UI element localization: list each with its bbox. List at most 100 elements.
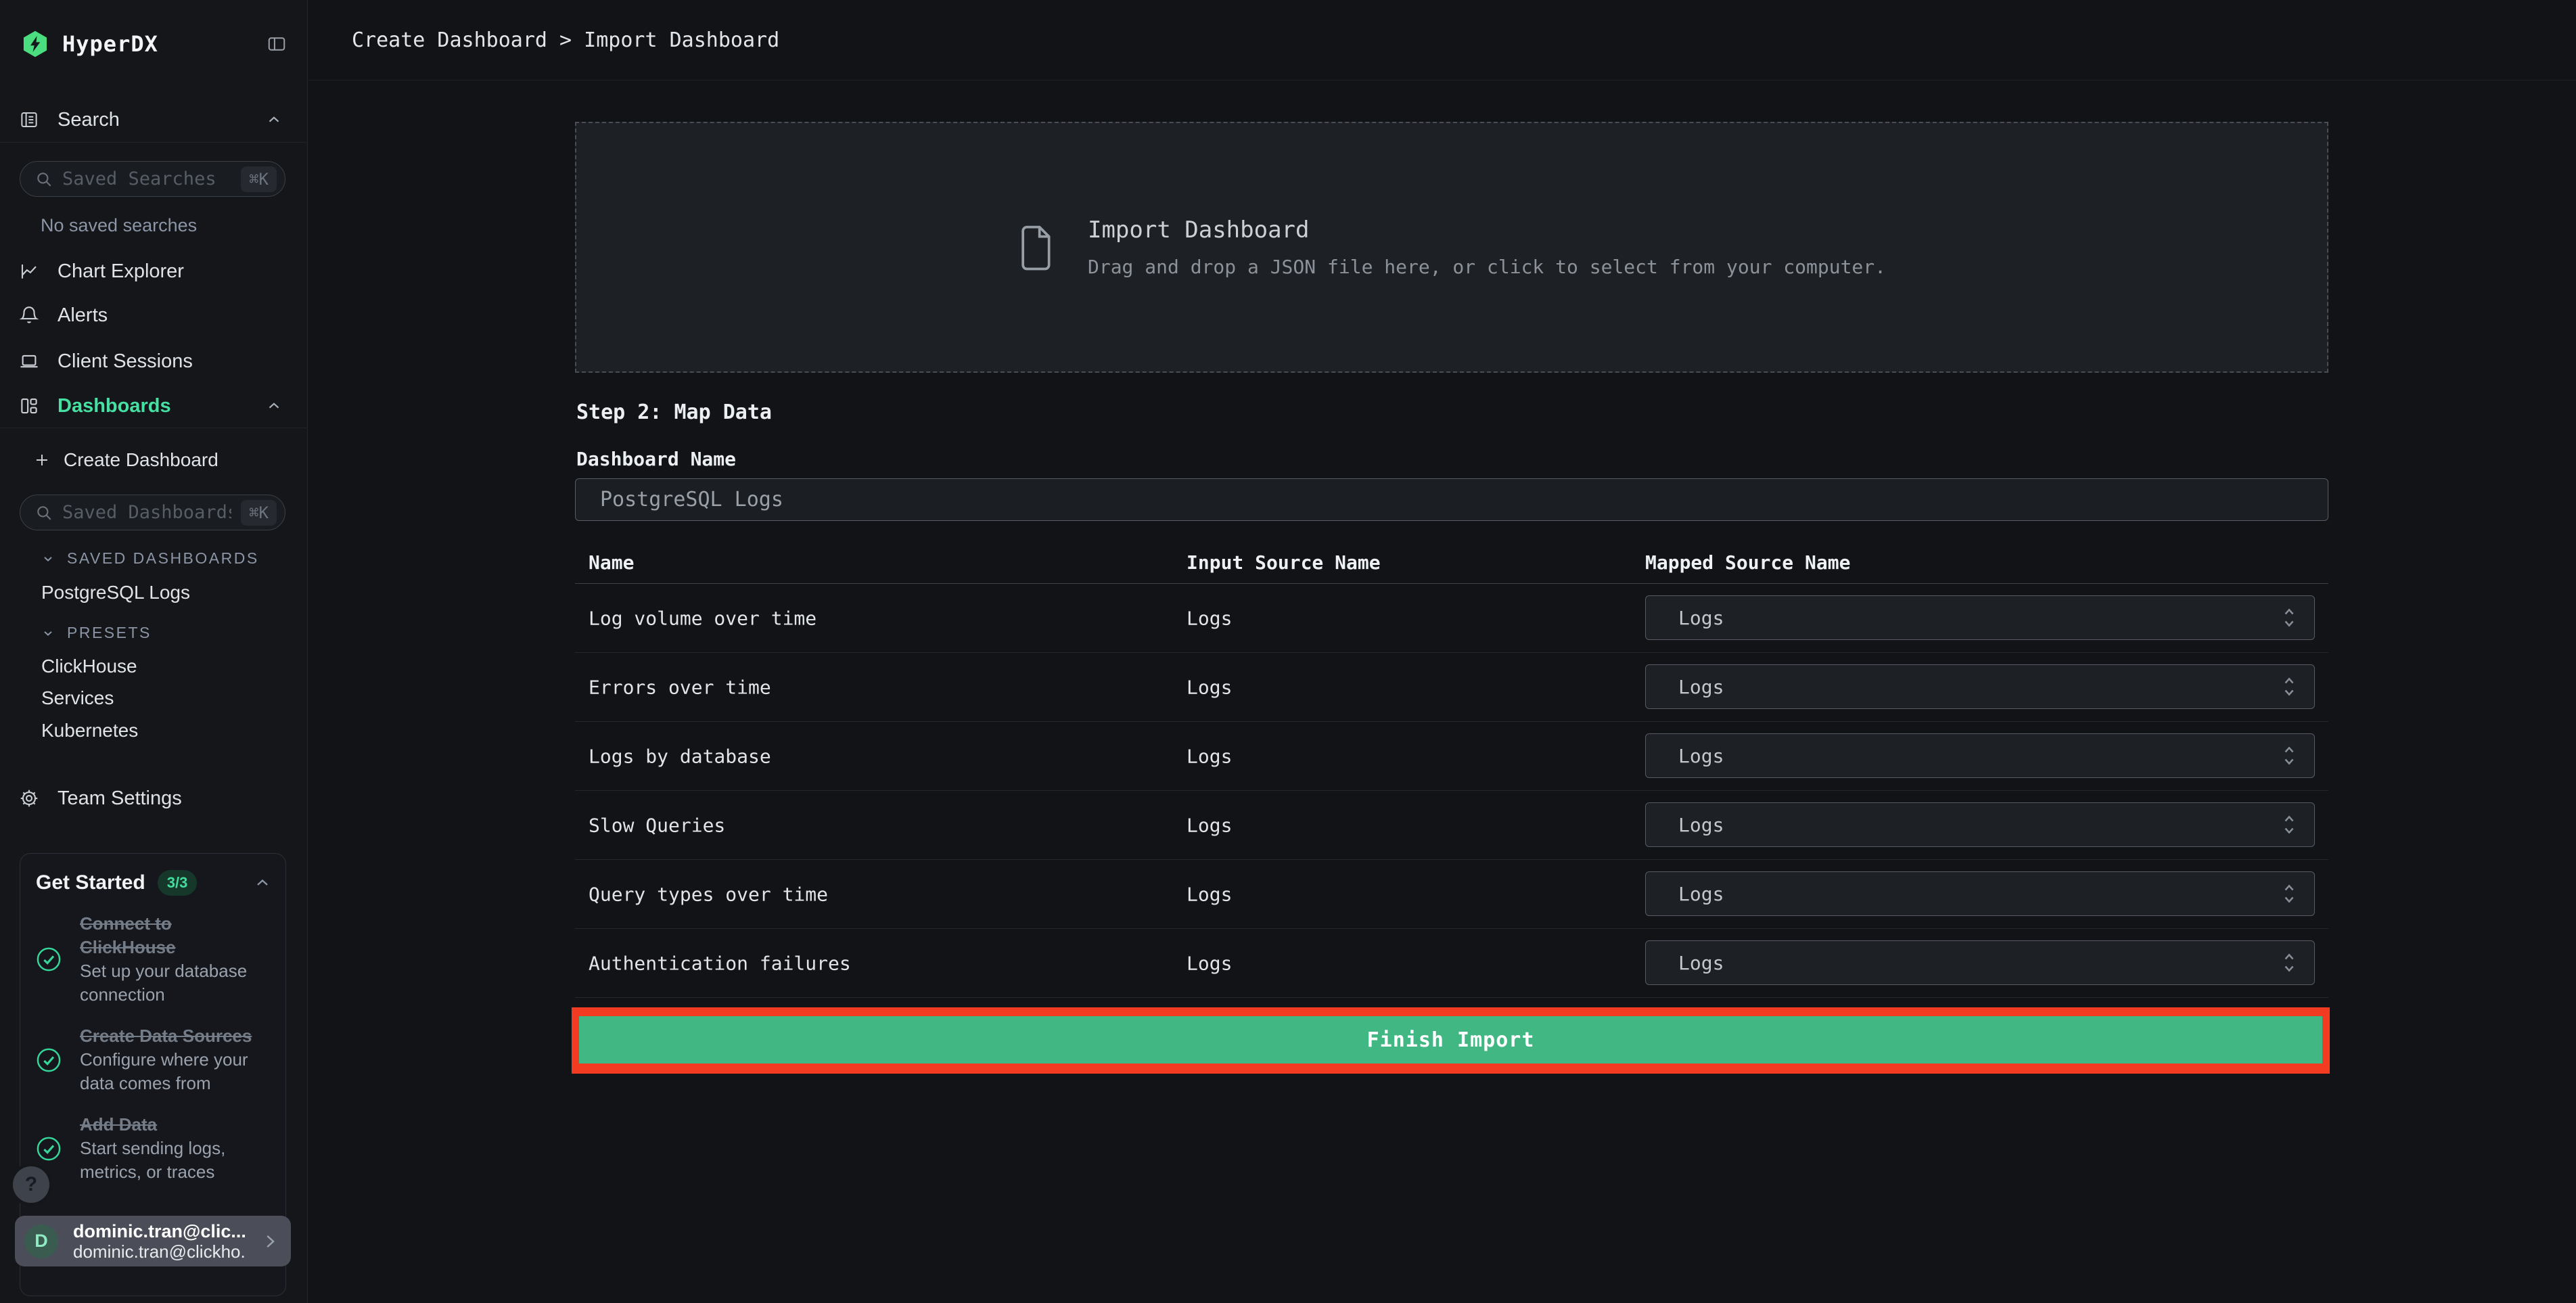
mapped-source-select[interactable]: Logs [1645,595,2315,640]
select-chevrons-icon [2282,882,2297,906]
sidebar-item-alerts[interactable]: Alerts [19,302,283,329]
column-header-mapped-source: Mapped Source Name [1645,551,1851,574]
task-description: Set up your database connection [80,961,248,1005]
sidebar-item-chart-explorer[interactable]: Chart Explorer [19,258,283,285]
main-area: Create Dashboard > Import Dashboard Impo… [308,0,2576,1303]
mapped-source-select[interactable]: Logs [1645,664,2315,709]
sidebar-item-client-sessions[interactable]: Client Sessions [19,348,283,375]
check-circle-icon [34,1135,63,1163]
app-title: HyperDX [62,31,158,57]
bell-icon [19,305,39,325]
user-account-button[interactable]: D dominic.tran@clic... dominic.tran@clic… [15,1216,291,1266]
row-input-source: Logs [1187,814,1233,836]
saved-dashboards-input[interactable] [62,502,232,523]
chevron-down-icon [41,626,55,640]
sidebar-item-label: Dashboards [58,394,171,417]
table-row: Log volume over time Logs Logs [575,584,2328,653]
saved-searches-search[interactable]: ⌘K [20,161,285,197]
mapped-source-select[interactable]: Logs [1645,940,2315,985]
sidebar-item-team-settings[interactable]: Team Settings [19,785,283,812]
sidebar: HyperDX Search [0,0,308,1303]
section-presets[interactable]: PRESETS [41,624,152,642]
chevron-down-icon [41,552,55,566]
finish-import-button[interactable]: Finish Import [579,1016,2322,1064]
sidebar-item-label: Team Settings [58,787,182,809]
preset-item-kubernetes[interactable]: Kubernetes [41,720,139,741]
user-display-name: dominic.tran@clic... [73,1221,245,1241]
sidebar-item-label: Search [58,108,120,131]
column-header-input-source: Input Source Name [1187,551,1381,574]
saved-dashboards-search[interactable]: ⌘K [20,495,285,530]
dashboard-name-label: Dashboard Name [576,448,737,470]
collapse-sidebar-icon[interactable] [265,34,288,54]
table-row: Logs by database Logs Logs [575,722,2328,791]
check-circle-icon [34,945,63,974]
get-started-items: Connect to ClickHouse Set up your databa… [20,912,285,1184]
gear-icon [19,788,39,808]
select-chevrons-icon [2282,744,2297,768]
plus-icon [34,452,50,468]
preset-item-services[interactable]: Services [41,687,114,708]
check-circle-icon [34,1046,63,1074]
sidebar-item-label: Alerts [58,304,108,326]
select-value: Logs [1678,606,1724,629]
create-dashboard-button[interactable]: Create Dashboard [34,447,218,474]
table-row: Slow Queries Logs Logs [575,791,2328,860]
import-dropzone[interactable]: Import Dashboard Drag and drop a JSON fi… [575,122,2328,373]
table-row: Query types over time Logs Logs [575,860,2328,929]
row-input-source: Logs [1187,676,1233,698]
divider [0,142,308,143]
get-started-item[interactable]: Create Data Sources Configure where your… [20,1024,285,1095]
mapped-source-select[interactable]: Logs [1645,733,2315,778]
select-value: Logs [1678,675,1724,698]
shortcut-badge: ⌘K [241,499,277,526]
section-label: SAVED DASHBOARDS [67,549,259,567]
get-started-item[interactable]: Connect to ClickHouse Set up your databa… [20,912,285,1007]
row-name: Log volume over time [589,607,817,629]
row-input-source: Logs [1187,952,1233,974]
dropzone-title: Import Dashboard [1087,216,1310,244]
select-chevrons-icon [2282,675,2297,699]
select-chevrons-icon [2282,605,2297,630]
preset-item-clickhouse[interactable]: ClickHouse [41,656,137,677]
section-saved-dashboards[interactable]: SAVED DASHBOARDS [41,549,259,568]
sidebar-item-label: Client Sessions [58,350,193,372]
saved-dashboard-item-postgresql-logs[interactable]: PostgreSQL Logs [41,582,190,603]
row-input-source: Logs [1187,607,1233,629]
avatar: D [24,1224,58,1258]
task-description: Configure where your data comes from [80,1049,248,1093]
select-value: Logs [1678,882,1724,905]
logo-row: HyperDX [20,27,288,61]
sidebar-item-search[interactable]: Search [19,106,283,133]
mapped-source-select[interactable]: Logs [1645,802,2315,847]
help-button[interactable]: ? [13,1166,49,1203]
dashboard-grid-icon [19,396,39,416]
mapped-source-select[interactable]: Logs [1645,871,2315,916]
select-value: Logs [1678,951,1724,974]
row-input-source: Logs [1187,883,1233,905]
step-title: Step 2: Map Data [576,401,772,424]
laptop-icon [19,351,39,371]
row-name: Errors over time [589,676,771,698]
get-started-item[interactable]: Add Data Start sending logs, metrics, or… [20,1113,285,1184]
breadcrumb[interactable]: Create Dashboard > Import Dashboard [352,28,780,52]
task-title: Create Data Sources [80,1026,252,1046]
sidebar-item-label: Chart Explorer [58,260,184,282]
annotation-highlight-box: Finish Import [572,1007,2330,1074]
table-row: Errors over time Logs Logs [575,653,2328,722]
task-description: Start sending logs, metrics, or traces [80,1138,226,1182]
shortcut-badge: ⌘K [241,166,277,192]
saved-searches-input[interactable] [62,168,232,189]
dashboard-name-input[interactable] [575,478,2328,521]
search-icon [35,170,53,188]
row-name: Authentication failures [589,952,851,974]
dropzone-subtitle: Drag and drop a JSON file here, or click… [1087,256,1887,278]
chart-icon [19,261,39,281]
select-chevrons-icon [2282,813,2297,837]
sidebar-item-dashboards[interactable]: Dashboards [19,392,283,419]
task-title: Add Data [80,1114,158,1135]
table-header-divider [575,583,2328,584]
select-value: Logs [1678,744,1724,767]
get-started-header[interactable]: Get Started 3/3 [36,870,272,896]
